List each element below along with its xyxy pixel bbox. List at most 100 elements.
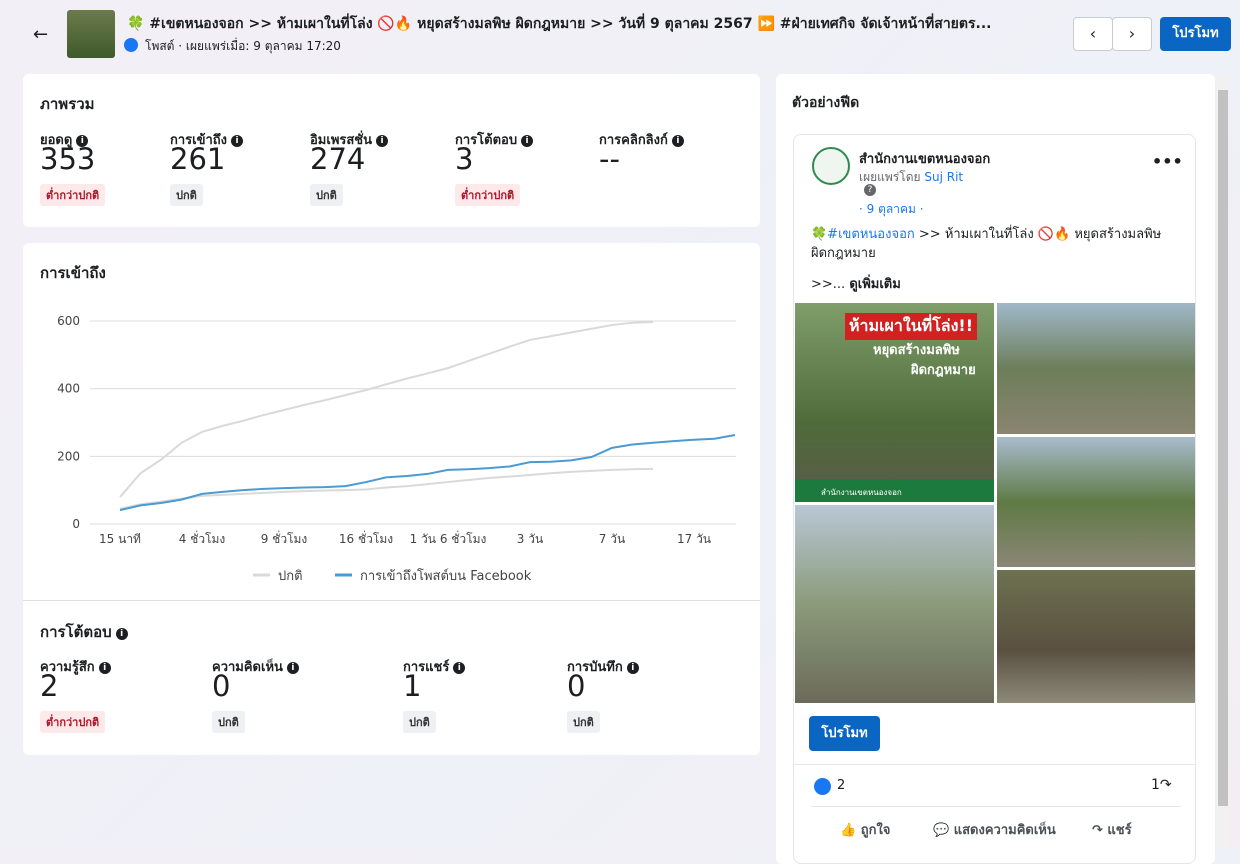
more-text: >>... xyxy=(811,277,846,292)
metric-label: ยอดดู i xyxy=(40,129,89,150)
info-icon: i xyxy=(453,662,466,674)
metric-label: การบันทึก i xyxy=(567,656,639,677)
metric-label-text: การแชร์ xyxy=(403,660,450,675)
interactions-title-text: การโต้ตอบ xyxy=(40,623,112,641)
metric-value: 274 xyxy=(310,142,366,176)
info-icon: i xyxy=(98,662,111,674)
prev-button[interactable]: ‹ xyxy=(1073,17,1113,51)
preview-title: ตัวอย่างฟีด xyxy=(792,95,860,111)
share-label: แชร์ xyxy=(1107,823,1132,838)
like-label: ถูกใจ xyxy=(860,823,891,838)
info-icon: i xyxy=(521,135,534,147)
metric-label-text: การบันทึก xyxy=(567,660,623,675)
metric-label-text: ความคิดเห็น xyxy=(212,660,283,675)
info-icon: i xyxy=(376,135,389,147)
chart-card: การเข้าถึง การโต้ตอบ i xyxy=(23,243,760,755)
post-more: >>... ดูเพิ่มเติม xyxy=(811,273,901,294)
divider xyxy=(23,600,760,601)
hashtag[interactable]: 🍀#เขตหนองจอก xyxy=(811,227,915,242)
interactions-title: การโต้ตอบ i xyxy=(40,620,128,644)
post-subtitle: โพสต์ · เผยแพร่เมื่อ: 9 ตุลาคม 17:20 xyxy=(145,39,341,53)
author[interactable]: Suj Rit xyxy=(924,170,964,184)
metric-value: 3 xyxy=(455,142,474,176)
image xyxy=(795,505,994,703)
image xyxy=(997,437,1195,567)
metric-status: ปกติ xyxy=(310,184,343,206)
info-icon: i xyxy=(626,662,639,674)
post-title: 🍀 #เขตหนองจอก >> ห้ามเผาในที่โล่ง 🚫🔥 หยุ… xyxy=(127,16,992,32)
info-icon: i xyxy=(671,135,684,147)
published-by: เผยแพร่โดย Suj Rit xyxy=(859,168,963,187)
preview-card: ตัวอย่างฟีด สำนักงานเขตหนองจอก เผยแพร่โด… xyxy=(776,74,1215,864)
overview-card: ภาพรวม xyxy=(23,74,760,227)
metric-value: 0 xyxy=(212,669,231,703)
metric-status: ปกติ xyxy=(567,711,600,733)
metric-status: ปกติ xyxy=(403,711,436,733)
comment-action[interactable]: 💬 แสดงความคิดเห็น xyxy=(933,823,1056,838)
overview-title: ภาพรวม xyxy=(40,95,95,113)
post-text: 🍀#เขตหนองจอก >> ห้ามเผาในที่โล่ง 🚫🔥 หยุด… xyxy=(811,225,1171,263)
info-icon: i xyxy=(76,135,89,147)
metric-label-text: การคลิกลิงก์ xyxy=(599,133,668,148)
post-date: · 9 ตุลาคม · xyxy=(859,202,924,216)
metric-value: -- xyxy=(599,142,620,176)
metric-status: ต่ำกว่าปกติ xyxy=(40,184,106,206)
metric-value: 1 xyxy=(403,669,422,703)
metric-label-text: การโต้ตอบ xyxy=(455,133,518,148)
metric-status: ต่ำกว่าปกติ xyxy=(40,711,106,733)
metric-label-text: ความรู้สึก xyxy=(40,660,95,675)
post-body: >> ห้ามเผาในที่โล่ง 🚫🔥 หยุดสร้างมลพิษ ผิ… xyxy=(811,227,1162,261)
post-boost-button[interactable]: โปรโมท xyxy=(809,716,880,751)
metric-label: การโต้ตอบ i xyxy=(455,129,534,150)
metric-value: 353 xyxy=(40,142,96,176)
scrollbar[interactable] xyxy=(1216,74,1230,847)
metric-status: ปกติ xyxy=(212,711,245,733)
metric-label: การแชร์ i xyxy=(403,656,466,677)
metric-label-text: ยอดดู xyxy=(40,133,73,148)
metric-value: 2 xyxy=(40,669,59,703)
divider xyxy=(794,764,1196,765)
see-more[interactable]: ดูเพิ่มเติม xyxy=(849,277,901,292)
image xyxy=(997,303,1195,434)
boost-button[interactable]: โปรโมท xyxy=(1160,17,1231,51)
info-icon: i xyxy=(231,135,244,147)
help-icon[interactable]: ? xyxy=(864,184,876,196)
metric-label-text: การเข้าถึง xyxy=(170,133,228,148)
image-text: ห้ามเผาในที่โล่ง!! xyxy=(845,313,978,340)
image xyxy=(997,570,1195,703)
share-action[interactable]: ↷ แชร์ xyxy=(1092,823,1132,838)
share-count: 1↷ xyxy=(1151,777,1172,793)
metric-status: ต่ำกว่าปกติ xyxy=(455,184,521,206)
thumbnail xyxy=(67,10,115,58)
metric-label: อิมเพรสชั่น i xyxy=(310,129,389,150)
metric-value: 261 xyxy=(170,142,226,176)
metric-label: ความรู้สึก i xyxy=(40,656,111,677)
chart-title: การเข้าถึง xyxy=(40,264,106,282)
facebook-icon xyxy=(124,38,138,52)
image-text: ผิดกฎหมาย xyxy=(911,363,976,378)
like-action[interactable]: 👍 ถูกใจ xyxy=(840,823,891,838)
reaction-count: 2 xyxy=(837,778,846,793)
metric-label: การเข้าถึง i xyxy=(170,129,244,150)
metric-label-text: อิมเพรสชั่น xyxy=(310,133,373,148)
metric-value: 0 xyxy=(567,669,586,703)
metric-label: การคลิกลิงก์ i xyxy=(599,129,684,150)
page-logo xyxy=(812,147,850,185)
more-menu[interactable]: ••• xyxy=(1152,152,1183,171)
next-button[interactable]: › xyxy=(1112,17,1152,51)
image: ห้ามเผาในที่โล่ง!! หยุดสร้างมลพิษ ผิดกฎห… xyxy=(795,303,994,502)
image-banner: สำนักงานเขตหนองจอก xyxy=(795,479,994,502)
page-name: สำนักงานเขตหนองจอก xyxy=(859,152,991,167)
like-icon xyxy=(814,778,831,795)
image-text: หยุดสร้างมลพิษ xyxy=(873,343,960,358)
metric-label: ความคิดเห็น i xyxy=(212,656,299,677)
metric-status: ปกติ xyxy=(170,184,203,206)
back-button[interactable]: ← xyxy=(33,24,49,45)
info-icon: i xyxy=(286,662,299,674)
published-by-label: เผยแพร่โดย xyxy=(859,170,921,184)
scroll-thumb[interactable] xyxy=(1218,90,1228,806)
divider xyxy=(811,806,1181,807)
share-count-value: 1 xyxy=(1151,777,1160,793)
comment-label: แสดงความคิดเห็น xyxy=(953,823,1056,838)
